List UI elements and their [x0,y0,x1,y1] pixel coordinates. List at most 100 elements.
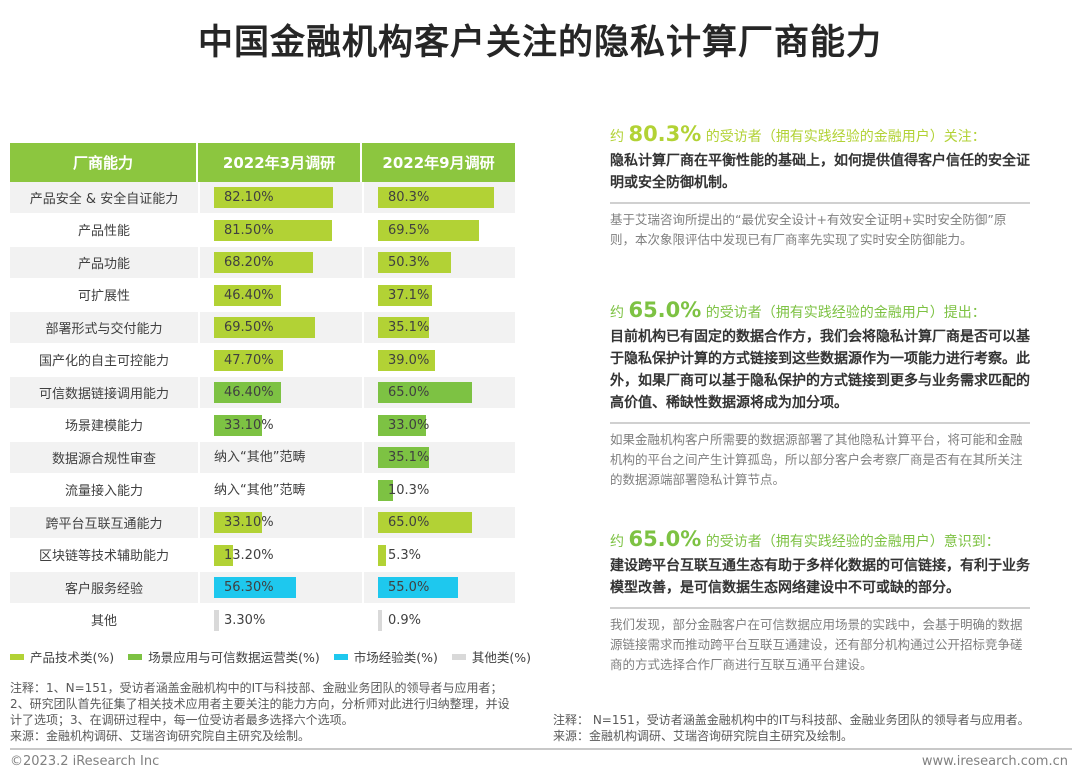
march-cell: 69.50% [198,312,362,343]
table-row: 产品安全 & 安全自证能力 82.10% 80.3% [10,182,515,215]
insight-section: 约 65.0% 的受访者（拥有实践经验的金融用户）提出： 目前机构已有固定的数据… [610,298,1030,490]
notes: 注释：1、N=151，受访者涵盖金融机构中的IT与科技部、金融业务团队的领导者与… [10,680,520,744]
right-notes: 注释： N=151，受访者涵盖金融机构中的IT与科技部、金融业务团队的领导者与应… [553,712,1073,744]
table-row: 其他 3.30% 0.9% [10,604,515,637]
right-source-text: 来源：金融机构调研、艾瑞咨询研究院自主研究及绘制。 [553,729,854,743]
sep-value-label: 0.9% [388,612,422,628]
mar-value-label: 69.50% [224,320,274,335]
capability-name: 可扩展性 [77,289,130,305]
right-notes-text: 注释： N=151，受访者涵盖金融机构中的IT与科技部、金融业务团队的领导者与应… [553,713,1030,727]
table-row: 流量接入能力 纳入“其他”范畴 10.3% [10,474,515,507]
mar-bar [214,187,334,208]
heading-prefix: 约 [610,129,629,145]
sep-value-label: 39.0% [388,352,430,368]
heading-prefix: 约 [610,534,629,550]
march-cell: 46.40% [198,377,362,408]
header-march: 2022年3月调研 [198,143,362,182]
website-link[interactable]: www.iresearch.com.cn [921,754,1068,769]
legend-swatch [10,653,24,660]
other-category-note: 纳入“其他”范畴 [214,482,306,498]
capability-name: 产品安全 & 安全自证能力 [29,191,179,207]
sep-value-label: 33.0% [388,417,430,433]
march-cell: 33.10% [198,507,362,538]
sep-value-label: 69.5% [388,222,430,238]
mar-value-label: 46.40% [224,287,274,303]
insight-detail-text: 如果金融机构客户所需要的数据源部署了其他隐私计算平台，将可能和金融机构的平台之间… [610,432,1023,487]
insight-bold-text: 目前机构已有固定的数据合作方，我们会将隐私计算厂商是否可以基于隐私保护计算的方式… [610,329,1030,411]
copyright: ©2023.2 iResearch Inc [10,754,160,769]
table-row: 数据源合规性审查 纳入“其他”范畴 35.1% [10,442,515,475]
table-row: 跨平台互联互通能力 33.10% 65.0% [10,507,515,540]
insight-heading: 约 65.0% 的受访者（拥有实践经验的金融用户）提出： [610,298,1030,322]
table-row: 客户服务经验 56.30% 55.0% [10,572,515,605]
september-cell: 33.0% [362,409,515,440]
table-row: 部署形式与交付能力 69.50% 35.1% [10,312,515,345]
insight-section: 约 80.3% 的受访者（拥有实践经验的金融用户）关注： 隐私计算厂商在平衡性能… [610,122,1030,250]
page-title: 中国金融机构客户关注的隐私计算厂商能力 [197,23,882,63]
march-cell: 13.20% [198,539,362,570]
table-row: 可扩展性 46.40% 37.1% [10,279,515,312]
march-cell: 纳入“其他”范畴 [198,442,362,473]
september-cell: 37.1% [362,279,515,310]
insight-percentage: 80.3% [628,122,702,146]
section-divider [610,202,1030,204]
march-cell: 纳入“其他”范畴 [198,474,362,505]
mar-bar [214,252,313,273]
header-september: 2022年9月调研 [382,154,495,172]
sep-bar [378,512,473,533]
legend-swatch [333,653,348,660]
capability-name: 部署形式与交付能力 [45,321,163,337]
sep-value-label: 5.3% [388,547,422,563]
sep-value-label: 80.3% [388,190,430,205]
sep-value-label: 55.0% [388,580,430,595]
table-row: 产品性能 81.50% 69.5% [10,214,515,247]
sep-bar [378,284,432,306]
sep-value-label: 10.3% [388,482,430,498]
sep-bar [378,577,458,598]
march-cell: 3.30% [198,604,362,635]
table-row: 国产化的自主可控能力 47.70% 39.0% [10,344,515,377]
sep-bar [378,479,393,501]
september-cell: 0.9% [362,604,515,635]
heading-prefix: 约 [610,305,629,321]
legend-label: 场景应用与可信数据运营类(%) [148,650,320,665]
mar-value-label: 33.10% [224,417,274,433]
insight-heading: 约 80.3% 的受访者（拥有实践经验的金融用户）关注： [610,122,1030,146]
sep-value-label: 35.1% [388,450,430,465]
table-row: 可信数据链接调用能力 46.40% 65.0% [10,377,515,410]
insight-percentage: 65.0% [628,298,702,322]
legend-item: 产品技术类(%) [10,647,114,666]
mar-value-label: 13.20% [224,547,274,563]
legend-swatch [451,653,466,660]
legend-item: 其他类(%) [451,647,531,666]
capability-name: 其他 [90,614,117,630]
footer-divider [10,748,1072,750]
sep-bar [378,447,429,468]
table-row: 场景建模能力 33.10% 33.0% [10,409,515,442]
sep-bar [378,414,426,436]
mar-value-label: 33.10% [224,515,274,530]
capability-name: 客户服务经验 [64,581,143,597]
legend-item: 市场经验类(%) [333,647,438,666]
mar-bar [214,317,315,338]
september-cell: 10.3% [362,474,515,505]
sep-bar [378,349,435,371]
table-row: 产品功能 68.20% 50.3% [10,247,515,280]
march-cell: 47.70% [198,344,362,375]
sep-bar [378,544,386,566]
capability-name: 产品性能 [77,224,130,240]
sep-value-label: 65.0% [388,515,430,530]
heading-suffix: 的受访者（拥有实践经验的金融用户）提出： [701,305,986,321]
legend-label: 市场经验类(%) [353,650,438,665]
insight-detail-text: 基于艾瑞咨询所提出的“最优安全设计+有效安全证明+实时安全防御”原则，本次象限评… [610,212,1007,247]
section-divider [610,607,1030,609]
other-category-note: 纳入“其他”范畴 [214,450,306,465]
march-cell: 82.10% [198,182,362,213]
legend: 产品技术类(%) 场景应用与可信数据运营类(%) 市场经验类(%) 其他类(%) [10,647,531,666]
sep-bar [378,382,473,403]
september-cell: 69.5% [362,214,515,245]
insight-bold-text: 隐私计算厂商在平衡性能的基础上，如何提供值得客户信任的安全证明或安全防御机制。 [610,153,1030,191]
september-cell: 50.3% [362,247,515,278]
sep-value-label: 35.1% [388,320,430,335]
mar-bar [214,414,262,436]
